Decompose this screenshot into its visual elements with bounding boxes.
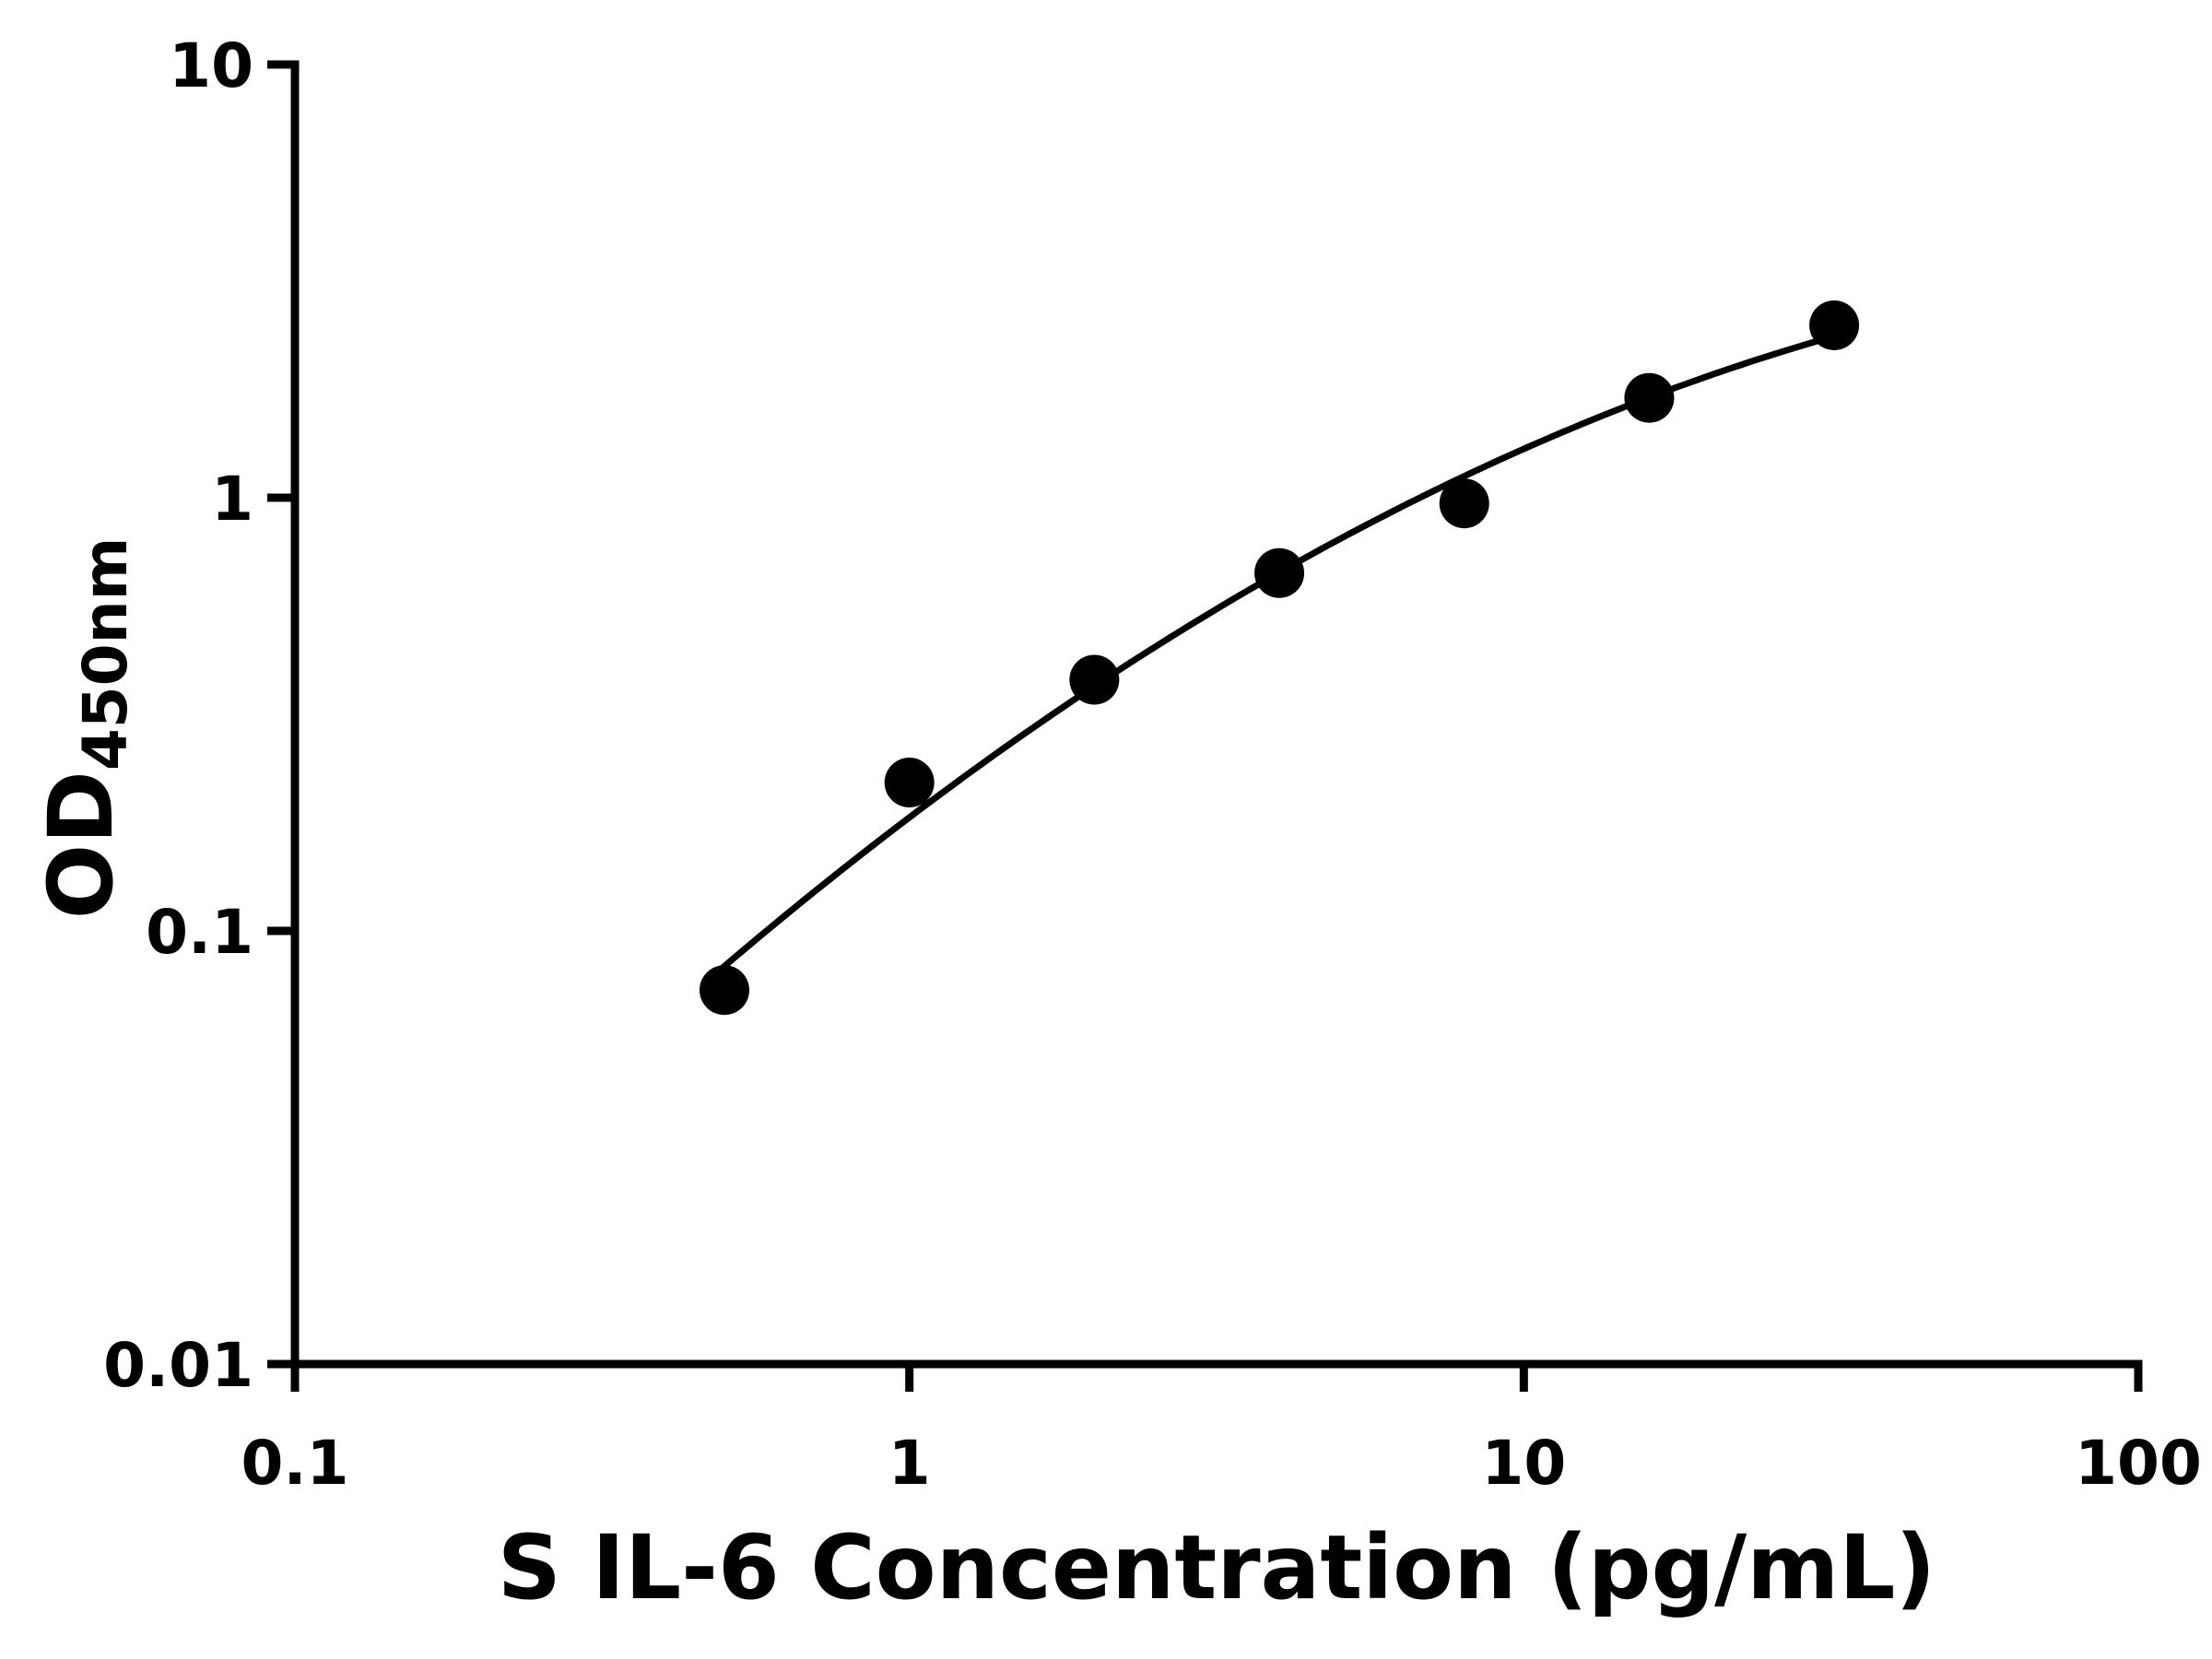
x-tick-label: 10: [1481, 1428, 1566, 1499]
data-point: [884, 758, 935, 808]
data-point: [1439, 478, 1489, 529]
data-point: [1069, 654, 1120, 705]
x-tick-label: 100: [2075, 1428, 2202, 1499]
y-tick-label: 1: [211, 464, 253, 535]
x-tick-label: 1: [888, 1428, 931, 1499]
y-axis-title: OD450nm: [29, 537, 141, 920]
y-tick-label: 0.1: [146, 897, 253, 968]
data-point: [1624, 372, 1675, 423]
data-point: [699, 965, 749, 1016]
x-tick-label: 0.1: [241, 1428, 349, 1499]
x-axis-title: S IL-6 Concentration (pg/mL): [497, 1516, 1936, 1619]
y-tick-label: 10: [169, 30, 253, 101]
y-axis-title-main: OD: [29, 771, 133, 920]
fit-curve: [710, 333, 1838, 979]
y-axis-title-subscript: 450nm: [70, 536, 141, 771]
data-point: [1254, 547, 1305, 598]
data-point: [1809, 300, 1860, 350]
y-tick-label: 0.01: [103, 1330, 253, 1401]
